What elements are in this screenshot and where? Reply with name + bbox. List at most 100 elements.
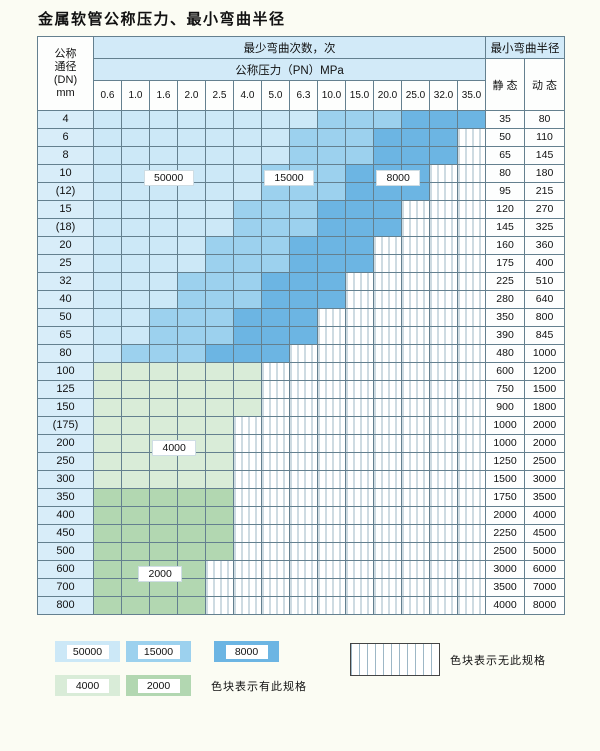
static-radius-cell: 160 (485, 236, 526, 255)
spec-cell (261, 272, 290, 291)
dynamic-radius-cell: 6000 (524, 560, 566, 579)
no-spec-cell (456, 146, 487, 165)
spec-cell (373, 128, 402, 147)
spec-cell (373, 200, 402, 219)
spec-cell (177, 380, 206, 399)
spec-table-wrap: 公称 通径 (DN) mm 最少弯曲次数，次 最小弯曲半径 公称压力（PN）MP… (37, 36, 566, 615)
no-spec-cell (456, 200, 487, 219)
no-spec-cell (317, 452, 346, 471)
legend-swatch-2000: 2000 (126, 675, 191, 696)
spec-cell (93, 236, 122, 255)
no-spec-cell (456, 398, 487, 417)
spec-cell (205, 506, 234, 525)
spec-cell (93, 542, 122, 561)
pressure-col-header: 1.6 (149, 80, 178, 111)
no-spec-cell (317, 596, 346, 615)
no-spec-cell (429, 488, 458, 507)
dn-cell: 400 (37, 506, 94, 525)
spec-cell (205, 200, 234, 219)
spec-cell (149, 308, 178, 327)
static-radius-cell: 120 (485, 200, 526, 219)
spec-cell (149, 128, 178, 147)
table-row: 65 390 845 (37, 326, 566, 345)
no-spec-cell (317, 380, 346, 399)
no-spec-cell (261, 434, 290, 453)
dn-cell: 100 (37, 362, 94, 381)
no-spec-cell (205, 560, 234, 579)
dynamic-radius-cell: 360 (524, 236, 566, 255)
header-nominal-diameter: 公称 通径 (DN) mm (37, 36, 94, 111)
spec-cell (233, 290, 262, 309)
spec-cell (261, 344, 290, 363)
spec-cell (205, 452, 234, 471)
no-spec-cell (401, 398, 430, 417)
spec-cell (121, 542, 150, 561)
no-spec-cell (317, 524, 346, 543)
no-spec-cell (345, 434, 374, 453)
header-min-bend-radius: 最小弯曲半径 (485, 36, 566, 59)
spec-cell (233, 236, 262, 255)
static-radius-cell: 80 (485, 164, 526, 183)
no-spec-cell (373, 308, 402, 327)
no-spec-cell (317, 488, 346, 507)
table-row: 80 480 1000 (37, 344, 566, 363)
spec-cell (401, 146, 430, 165)
dn-cell: 40 (37, 290, 94, 309)
pressure-col-header: 1.0 (121, 80, 150, 111)
spec-cell (345, 218, 374, 237)
spec-cell (233, 218, 262, 237)
spec-cell (149, 236, 178, 255)
table-row: 40 280 640 (37, 290, 566, 309)
spec-cell (121, 596, 150, 615)
no-spec-cell (401, 272, 430, 291)
pressure-col-header: 35.0 (456, 80, 487, 111)
no-spec-cell (401, 488, 430, 507)
dn-cell: 25 (37, 254, 94, 273)
table-row: 125 750 1500 (37, 380, 566, 399)
cycle-count-label: 8000 (376, 170, 421, 186)
no-spec-cell (456, 578, 487, 597)
no-spec-cell (429, 308, 458, 327)
table-row: 25 175 400 (37, 254, 566, 273)
spec-cell (317, 182, 346, 201)
cycle-count-label: 2000 (138, 566, 183, 582)
no-spec-cell (401, 200, 430, 219)
spec-cell (429, 110, 458, 129)
spec-cell (289, 110, 318, 129)
no-spec-cell (289, 380, 318, 399)
page-title: 金属软管公称压力、最小弯曲半径 (38, 11, 286, 28)
cycle-count-label: 4000 (152, 440, 197, 456)
dynamic-radius-cell: 8000 (524, 596, 566, 615)
header-row-1: 公称 通径 (DN) mm 最少弯曲次数，次 最小弯曲半径 (37, 36, 566, 111)
dn-cell: 200 (37, 434, 94, 453)
dynamic-radius-cell: 3000 (524, 470, 566, 489)
pressure-col-header: 5.0 (261, 80, 290, 111)
spec-cell (177, 236, 206, 255)
no-spec-cell (261, 560, 290, 579)
no-spec-cell (289, 578, 318, 597)
no-spec-cell (373, 236, 402, 255)
legend-swatch-label: 4000 (66, 678, 109, 693)
spec-cell (205, 110, 234, 129)
spec-cell (205, 254, 234, 273)
no-spec-cell (233, 578, 262, 597)
dn-cell: 350 (37, 488, 94, 507)
no-spec-cell (456, 470, 487, 489)
static-radius-cell: 480 (485, 344, 526, 363)
static-radius-cell: 900 (485, 398, 526, 417)
no-spec-cell (317, 542, 346, 561)
no-spec-cell (373, 380, 402, 399)
no-spec-cell (373, 596, 402, 615)
spec-cell (317, 128, 346, 147)
spec-cell (205, 164, 234, 183)
spec-cell (121, 146, 150, 165)
no-spec-cell (233, 542, 262, 561)
no-spec-cell (205, 596, 234, 615)
no-spec-cell (429, 236, 458, 255)
no-spec-cell (233, 452, 262, 471)
spec-cell (205, 524, 234, 543)
no-spec-cell (456, 524, 487, 543)
legend-swatch-label: 50000 (66, 644, 109, 659)
spec-cell (177, 524, 206, 543)
dynamic-radius-cell: 1500 (524, 380, 566, 399)
